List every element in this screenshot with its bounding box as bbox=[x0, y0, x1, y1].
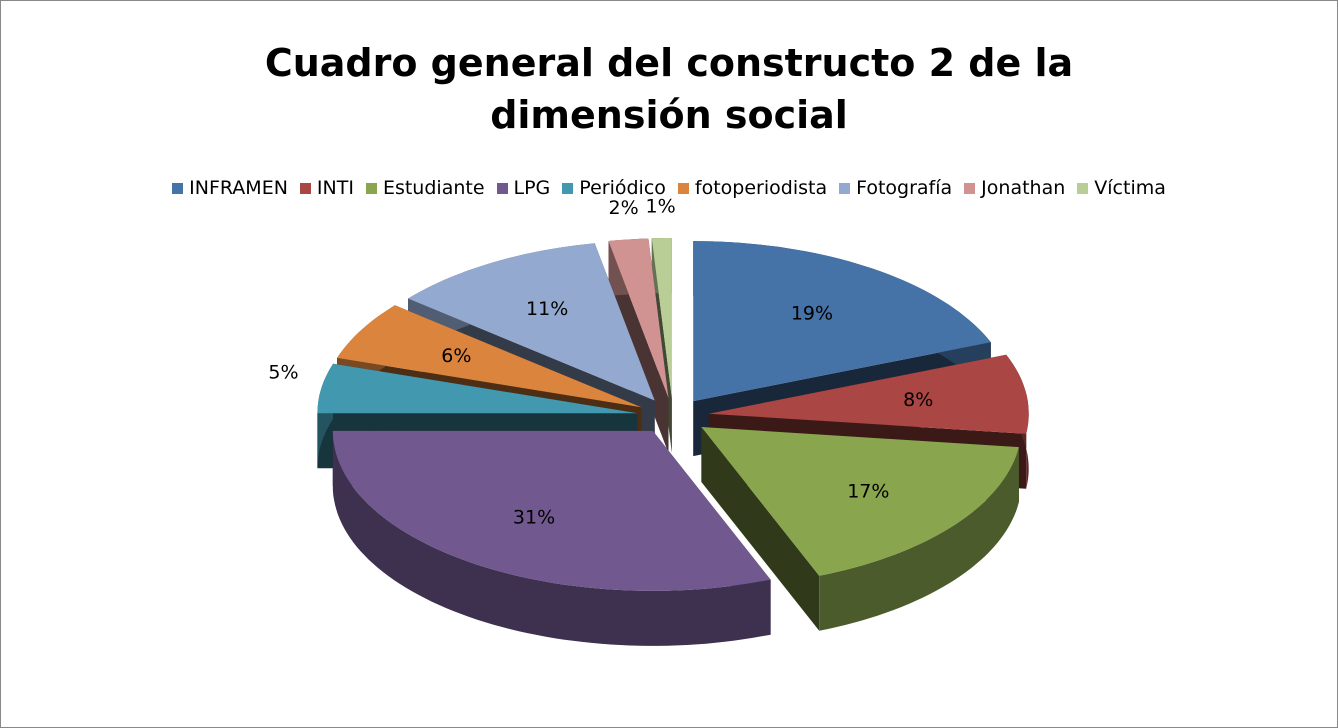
legend-swatch bbox=[839, 182, 851, 194]
chart-title: Cuadro general del constructo 2 de la di… bbox=[264, 41, 1074, 137]
data-label: 5% bbox=[268, 362, 298, 384]
legend-swatch bbox=[365, 182, 377, 194]
legend-label: fotoperiodista bbox=[694, 177, 828, 199]
pie-slice bbox=[701, 427, 1019, 631]
legend-swatch bbox=[1077, 182, 1089, 194]
slice-side bbox=[701, 427, 820, 631]
legend-item: INFRAMEN bbox=[172, 177, 288, 199]
legend-swatch bbox=[677, 182, 689, 194]
legend-label: Jonathan bbox=[981, 177, 1066, 199]
slice-top bbox=[317, 363, 638, 414]
legend-label: Estudiante bbox=[382, 177, 485, 199]
legend-label: Fotografía bbox=[856, 177, 953, 199]
legend: INFRAMEN INTI Estudiante LPG Periódico fotope… bbox=[1, 177, 1337, 199]
data-label: 11% bbox=[526, 298, 568, 320]
legend-swatch bbox=[172, 182, 184, 194]
data-label: 31% bbox=[513, 507, 555, 529]
legend-label: INFRAMEN bbox=[189, 177, 288, 199]
legend-item: INTI bbox=[299, 177, 354, 199]
legend-label: Víctima bbox=[1094, 177, 1166, 199]
data-label: 17% bbox=[847, 480, 889, 502]
slice-top bbox=[332, 430, 771, 591]
pie-slice bbox=[332, 430, 771, 646]
data-label: 6% bbox=[441, 345, 471, 367]
slice-top bbox=[708, 354, 1029, 434]
legend-label: LPG bbox=[513, 177, 551, 199]
legend-swatch bbox=[299, 182, 311, 194]
legend-item: fotoperiodista bbox=[677, 177, 828, 199]
slice-wall bbox=[819, 447, 1019, 631]
legend-item: Periódico bbox=[562, 177, 666, 199]
legend-item: Estudiante bbox=[365, 177, 485, 199]
legend-item: Víctima bbox=[1077, 177, 1166, 199]
slice-top bbox=[408, 243, 655, 401]
legend-item: Fotografía bbox=[839, 177, 952, 199]
slice-top bbox=[693, 241, 991, 402]
legend-label: INTI bbox=[316, 177, 354, 199]
legend-label: Periódico bbox=[579, 177, 666, 199]
legend-swatch bbox=[964, 182, 976, 194]
data-label: 2% bbox=[608, 197, 638, 219]
legend-item: Jonathan bbox=[964, 177, 1065, 199]
legend-swatch bbox=[562, 182, 574, 194]
slice-top bbox=[651, 238, 672, 398]
legend-item: LPG bbox=[496, 177, 551, 199]
data-label: 1% bbox=[646, 195, 676, 217]
slice-wall bbox=[332, 430, 771, 646]
slice-top bbox=[337, 305, 642, 408]
data-label: 19% bbox=[791, 302, 833, 324]
slice-top bbox=[701, 427, 1019, 576]
slice-top bbox=[608, 238, 669, 399]
legend-swatch bbox=[496, 182, 508, 194]
data-label: 8% bbox=[903, 389, 933, 411]
